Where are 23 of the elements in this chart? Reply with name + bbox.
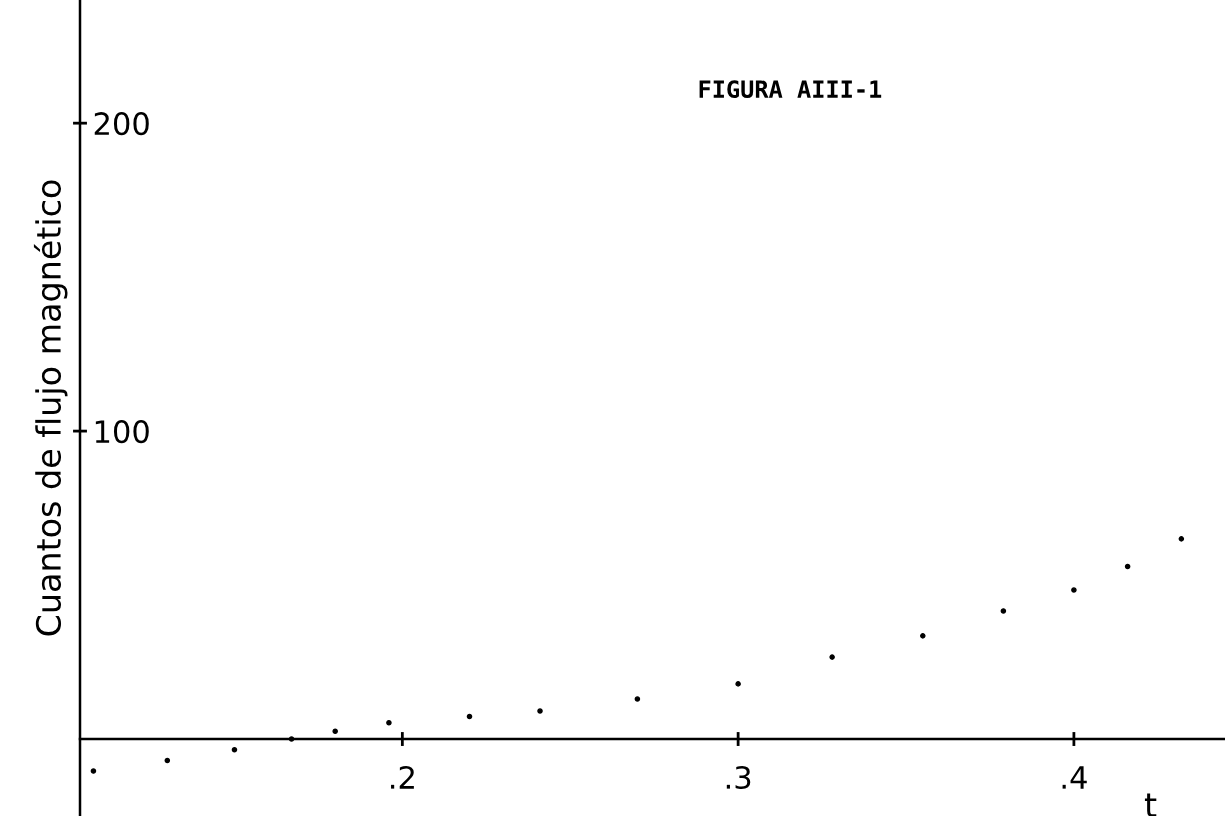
point [466,713,473,720]
x-tick-label: .2 [391,765,414,789]
point [164,757,171,764]
y-axis-title: Cuantos de flujo magnético [33,180,68,636]
point [634,696,641,702]
y-tick-label: 200 [94,112,149,136]
x-tick-label: .3 [726,765,751,790]
x-tick-label: .4 [1062,766,1087,789]
text: FIGURA AIII-1 [699,80,882,99]
point [1124,563,1131,570]
point [90,768,97,774]
point [231,747,238,753]
point [920,633,926,639]
point [1000,608,1007,614]
point [1071,587,1077,593]
point [386,719,392,726]
y-tick-label: 100 [95,420,149,444]
point [829,654,835,660]
point [735,681,741,687]
x-axis-title: t [1144,793,1157,816]
point [537,708,543,714]
point [332,728,338,735]
point [1178,536,1185,542]
